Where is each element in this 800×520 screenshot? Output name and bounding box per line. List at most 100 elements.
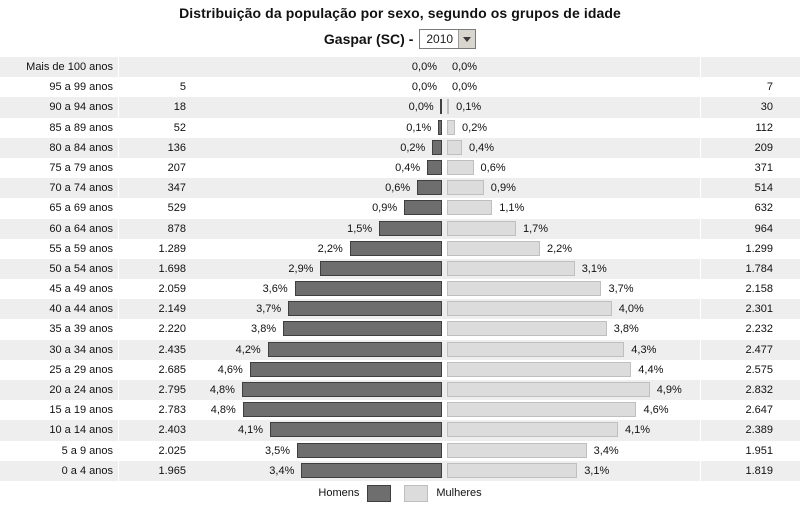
table-row: 10 a 14 anos 2.403 4,1% 4,1% 2.389	[0, 420, 800, 441]
men-pct-label: 0,4%	[395, 161, 421, 174]
women-count: 30	[700, 97, 800, 118]
men-bar	[288, 301, 442, 317]
men-pct-label: 4,1%	[237, 424, 264, 437]
women-pct-label: 4,1%	[624, 424, 651, 437]
table-row: 70 a 74 anos 347 0,6% 0,9% 514	[0, 178, 800, 199]
legend-women-swatch-icon	[404, 484, 429, 502]
men-count: 347	[118, 178, 190, 199]
bar-area: 4,6% 4,4%	[190, 360, 700, 380]
table-row: 85 a 89 anos 52 0,1% 0,2% 112	[0, 117, 800, 138]
women-bar	[447, 240, 540, 256]
men-count: 2.435	[118, 339, 190, 360]
women-pct-label: 3,4%	[593, 444, 619, 457]
women-bar	[447, 260, 575, 276]
table-row: 50 a 54 anos 1.698 2,9% 3,1% 1.784	[0, 258, 800, 280]
women-pct-label: 1,1%	[499, 202, 525, 215]
women-bar	[447, 382, 650, 397]
chart-legend: Homens Mulheres	[0, 483, 800, 503]
bar-area: 3,6% 3,7%	[190, 279, 700, 299]
bar-area: 3,5% 3,4%	[190, 441, 700, 461]
men-pct-label: 3,5%	[264, 444, 291, 457]
bar-area: 0,0% 0,1%	[190, 97, 700, 117]
men-pct-label: 0,1%	[406, 121, 432, 134]
men-pct-label: 0,0%	[408, 101, 434, 114]
men-bar	[241, 382, 442, 397]
bar-area: 0,9% 1,1%	[190, 198, 700, 218]
bar-area: 4,2% 4,3%	[190, 340, 700, 360]
age-group-label: Mais de 100 anos	[26, 61, 113, 73]
men-bar	[440, 99, 442, 115]
women-pct-label: 4,3%	[631, 343, 657, 356]
men-bar	[297, 442, 442, 458]
women-count: 7	[700, 77, 800, 98]
men-count: 1.698	[118, 258, 190, 280]
women-bar	[447, 321, 607, 337]
men-pct-label: 3,6%	[262, 283, 288, 296]
men-bar	[349, 240, 442, 256]
legend-men-label: Homens	[318, 487, 360, 499]
men-pct-label: 4,8%	[209, 384, 235, 396]
men-pct-label: 3,7%	[256, 303, 282, 316]
men-bar	[301, 462, 442, 478]
year-select[interactable]: 2010	[419, 29, 477, 49]
men-count: 2.783	[118, 400, 190, 421]
age-group-label: 70 a 74 anos	[49, 182, 113, 195]
women-pct-label: 0,6%	[480, 161, 506, 174]
men-pct-label: 0,0%	[411, 81, 437, 94]
bar-area: 0,2% 0,4%	[190, 138, 700, 158]
women-count: 2.832	[700, 380, 800, 401]
age-group-label: 45 a 49 anos	[49, 283, 113, 296]
table-row: 90 a 94 anos 18 0,0% 0,1% 30	[0, 97, 800, 118]
bar-area: 3,8% 3,8%	[190, 319, 700, 339]
women-bar	[447, 281, 602, 297]
year-select-value: 2010	[426, 32, 454, 46]
men-count	[118, 57, 190, 78]
table-row: 40 a 44 anos 2.149 3,7% 4,0% 2.301	[0, 299, 800, 320]
women-pct-label: 0,1%	[456, 101, 482, 114]
men-bar	[294, 281, 442, 297]
pyramid-chart: Mais de 100 anos 0,0% 0,0% 95 a 99 anos …	[0, 57, 800, 481]
women-bar	[447, 119, 456, 135]
bar-area: 4,1% 4,1%	[190, 420, 700, 440]
bar-area: 2,2% 2,2%	[190, 239, 700, 259]
women-bar	[447, 422, 618, 438]
men-bar	[404, 200, 442, 216]
bar-area: 0,0% 0,0%	[190, 77, 700, 97]
men-pct-label: 0,0%	[411, 61, 437, 73]
bar-area: 4,8% 4,6%	[190, 400, 700, 420]
women-bar	[447, 159, 474, 175]
men-count: 2.795	[118, 380, 190, 401]
women-pct-label: 3,1%	[584, 464, 610, 477]
men-bar	[242, 402, 442, 418]
age-group-label: 85 a 89 anos	[49, 121, 113, 134]
men-pct-label: 4,8%	[210, 404, 236, 417]
age-group-label: 5 a 9 anos	[61, 444, 113, 457]
bar-area: 0,0% 0,0%	[190, 57, 700, 77]
age-group-label: 25 a 29 anos	[49, 363, 113, 376]
women-count: 371	[700, 157, 800, 179]
women-count: 964	[700, 218, 800, 239]
women-count: 1.784	[700, 258, 800, 280]
bar-area: 0,4% 0,6%	[190, 158, 700, 178]
women-pct-label: 1,7%	[522, 222, 549, 235]
men-count: 52	[118, 117, 190, 138]
chevron-down-icon[interactable]	[458, 30, 476, 48]
age-group-label: 65 a 69 anos	[49, 202, 113, 215]
women-bar	[447, 200, 493, 216]
age-group-label: 20 a 24 anos	[49, 384, 113, 396]
men-count: 2.685	[118, 359, 190, 380]
men-bar	[438, 119, 442, 135]
bar-area: 3,4% 3,1%	[190, 461, 700, 481]
women-bar	[447, 301, 612, 317]
table-row: 55 a 59 anos 1.289 2,2% 2,2% 1.299	[0, 238, 800, 259]
men-bar	[427, 159, 442, 175]
women-count: 1.951	[700, 440, 800, 461]
age-group-label: 95 a 99 anos	[49, 81, 113, 94]
men-count: 1.289	[118, 238, 190, 259]
table-row: 15 a 19 anos 2.783 4,8% 4,6% 2.647	[0, 400, 800, 421]
bar-area: 0,1% 0,2%	[190, 118, 700, 138]
women-count: 1.819	[700, 460, 800, 481]
women-pct-label: 0,9%	[490, 182, 516, 195]
table-row: 65 a 69 anos 529 0,9% 1,1% 632	[0, 198, 800, 219]
